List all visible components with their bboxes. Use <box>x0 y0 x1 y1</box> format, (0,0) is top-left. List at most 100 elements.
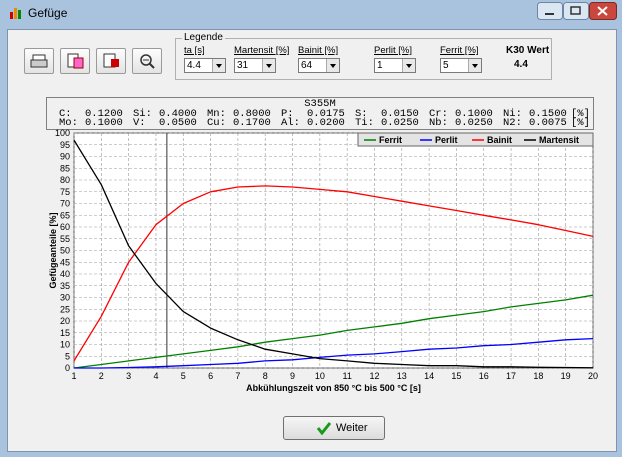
x-tick-label: 20 <box>588 371 598 381</box>
legend-item-select[interactable]: 31 <box>234 58 276 73</box>
x-tick-label: 16 <box>479 371 489 381</box>
x-tick-label: 8 <box>263 371 268 381</box>
y-tick-label: 60 <box>60 222 70 232</box>
legend-item-select[interactable]: 4.4 <box>184 58 226 73</box>
element-value: 0.0250 <box>381 117 419 129</box>
legend-label: Martensit <box>539 135 579 145</box>
legend-item-label: Martensit [%] <box>234 45 289 56</box>
y-tick-label: 70 <box>60 199 70 209</box>
x-tick-label: 1 <box>71 371 76 381</box>
element-symbol: Cu: <box>207 117 226 129</box>
legend-label: Perlit <box>435 135 458 145</box>
y-tick-label: 45 <box>60 257 70 267</box>
y-tick-label: 50 <box>60 246 70 256</box>
y-tick-label: 85 <box>60 163 70 173</box>
element-value: 0.1700 <box>233 117 271 129</box>
select-value: 1 <box>377 60 383 71</box>
legend-item-label: Ferrit [%] <box>440 45 479 56</box>
chart: 0510152025303540455055606570758085909510… <box>46 129 598 403</box>
select-value: 4.4 <box>187 60 201 71</box>
y-tick-label: 55 <box>60 234 70 244</box>
x-tick-label: 4 <box>153 371 158 381</box>
y-tick-label: 0 <box>65 363 70 373</box>
dropdown-arrow <box>406 64 412 68</box>
legend-group-title: Legende <box>182 32 225 43</box>
print-button[interactable] <box>24 48 54 74</box>
x-axis-label: Abkühlungszeit von 850 °C bis 500 °C [s] <box>246 383 421 393</box>
element-symbol: Mo: <box>59 117 78 129</box>
window-title: Gefüge <box>28 6 67 20</box>
x-tick-label: 6 <box>208 371 213 381</box>
legend-item-label: Perlit [%] <box>374 45 412 56</box>
select-value: 31 <box>237 60 248 71</box>
dropdown-arrow <box>330 64 336 68</box>
legend-label: Ferrit <box>379 135 402 145</box>
y-tick-label: 5 <box>65 351 70 361</box>
legend-item-select[interactable]: 5 <box>440 58 482 73</box>
dropdown-arrow <box>216 64 222 68</box>
weiter-label: Weiter <box>336 422 368 434</box>
y-tick-label: 15 <box>60 328 70 338</box>
y-tick-label: 65 <box>60 210 70 220</box>
dropdown-arrow <box>472 64 478 68</box>
x-tick-label: 10 <box>315 371 325 381</box>
weiter-button[interactable]: Weiter <box>283 416 385 440</box>
x-tick-label: 11 <box>342 371 351 381</box>
legend-item-label: ta [s] <box>184 45 205 56</box>
y-tick-label: 30 <box>60 293 70 303</box>
y-tick-label: 80 <box>60 175 70 185</box>
element-value: 0.0200 <box>307 117 345 129</box>
x-tick-label: 17 <box>506 371 516 381</box>
x-tick-label: 12 <box>369 371 379 381</box>
app-icon <box>8 4 24 20</box>
element-value: 0.1000 <box>85 117 123 129</box>
legend-label: Bainit <box>487 135 512 145</box>
y-tick-label: 20 <box>60 316 70 326</box>
legend-item-label: Bainit [%] <box>298 45 338 56</box>
x-tick-label: 7 <box>235 371 240 381</box>
element-value: 0.0250 <box>455 117 493 129</box>
window-controls[interactable] <box>537 2 617 25</box>
zoom-button[interactable] <box>132 48 162 74</box>
x-tick-label: 9 <box>290 371 295 381</box>
x-tick-label: 18 <box>533 371 543 381</box>
x-tick-label: 19 <box>561 371 571 381</box>
window: Gefüge Legende ta [s]4.4Martensit [%]31B… <box>0 0 622 457</box>
export-button[interactable] <box>60 48 90 74</box>
composition-box: S355M C:0.1200Si:0.4000Mn:0.8000P:0.0175… <box>46 97 594 130</box>
x-tick-label: 5 <box>181 371 186 381</box>
element-symbol: Nb: <box>429 117 448 129</box>
element-symbol: V: <box>133 117 146 129</box>
x-tick-label: 13 <box>397 371 407 381</box>
select-value: 5 <box>443 60 449 71</box>
copy-button[interactable] <box>96 48 126 74</box>
y-tick-label: 35 <box>60 281 70 291</box>
legend-item-select[interactable]: 1 <box>374 58 416 73</box>
x-tick-label: 3 <box>126 371 131 381</box>
x-tick-label: 15 <box>451 371 461 381</box>
y-tick-label: 10 <box>60 340 70 350</box>
unit: [%] <box>571 117 590 129</box>
element-value: 0.0075 <box>529 117 567 129</box>
y-tick-label: 95 <box>60 140 70 150</box>
k30-label: K30 Wert <box>506 45 549 56</box>
element-symbol: N2: <box>503 117 522 129</box>
element-symbol: Al: <box>281 117 300 129</box>
y-tick-label: 25 <box>60 304 70 314</box>
y-tick-label: 40 <box>60 269 70 279</box>
legend-item-select[interactable]: 64 <box>298 58 340 73</box>
y-tick-label: 100 <box>55 129 70 138</box>
x-tick-label: 14 <box>424 371 434 381</box>
select-value: 64 <box>301 60 312 71</box>
k30-value: 4.4 <box>514 59 528 70</box>
y-tick-label: 90 <box>60 152 70 162</box>
dropdown-arrow <box>266 64 272 68</box>
element-value: 0.0500 <box>159 117 197 129</box>
element-symbol: Ti: <box>355 117 374 129</box>
y-axis-label: Gefügeanteile [%] <box>48 212 58 288</box>
x-tick-label: 2 <box>99 371 104 381</box>
